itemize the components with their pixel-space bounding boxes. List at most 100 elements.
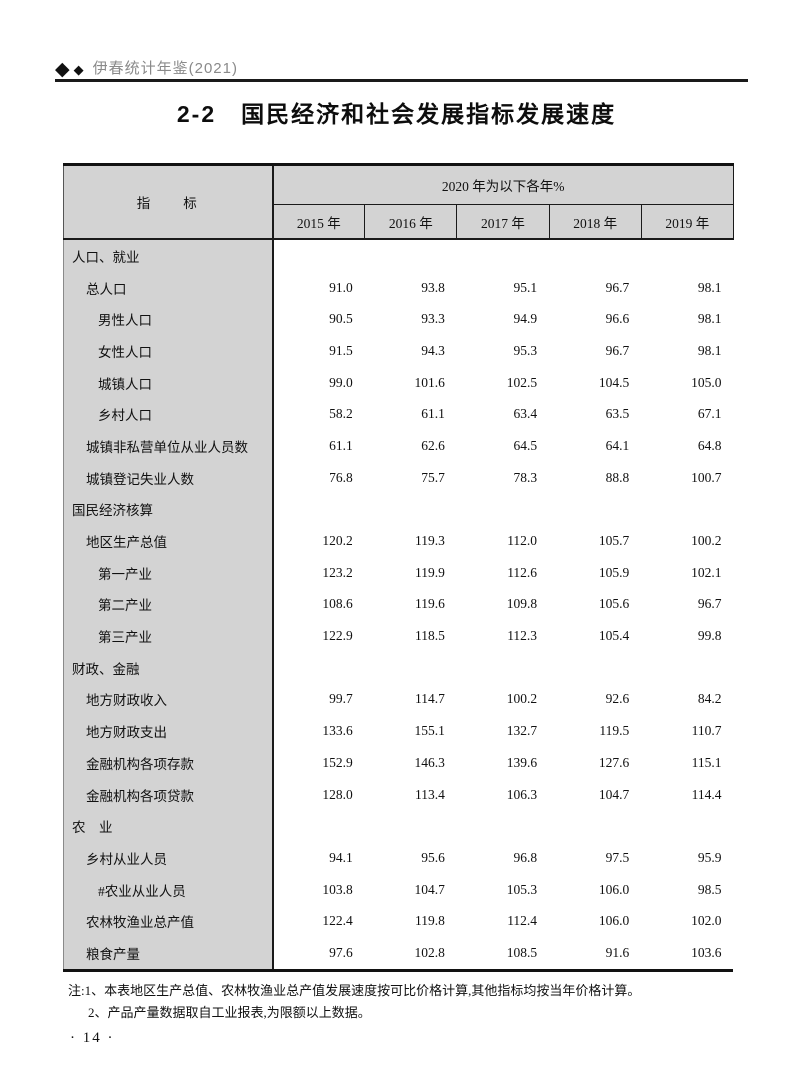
value-cell: 133.6 [322,723,353,739]
table-row: 城镇人口 99.0 101.6 102.5 104.5 105.0 [63,366,734,399]
table-row: 乡村人口 58.2 61.1 63.4 63.5 67.1 [63,398,734,431]
value-cell: 105.6 [598,596,630,612]
year-column-header: 2019 年 [640,204,734,240]
header-rule [55,79,748,82]
value-cell: 98.5 [697,881,722,897]
value-cell: 96.8 [513,849,538,865]
value-cell: 93.8 [421,279,445,295]
value-cell: 139.6 [506,754,538,770]
indicator-cell: 城镇人口 [63,366,274,399]
value-cell: 64.8 [697,437,722,453]
value-cell [641,494,733,526]
value-cell: 64.1 [605,437,630,453]
value-cell: 119.3 [415,533,445,549]
value-cell: 100.2 [691,533,722,549]
value-cell [641,652,733,684]
value-cell: 102.8 [414,944,445,960]
table-header-row-group: 指 标 2020 年为以下各年% [63,164,734,240]
value-cell: 58.2 [329,406,353,422]
value-cell: 102.0 [691,913,722,929]
table-header: 指 标 2020 年为以下各年% 2015 年 2016 年 2017 年 20… [63,164,734,240]
table-row: 农林牧渔业总产值 122.4 119.8 112.4 106.0 102.0 [63,905,734,938]
indicator-column-header: 指 标 [63,164,274,240]
value-cell: 106.0 [598,881,630,897]
value-cell: 100.2 [506,691,538,707]
value-cell: 108.5 [506,944,538,960]
value-cell: 92.6 [605,691,630,707]
value-cell: 112.6 [507,564,538,580]
value-cell: 96.7 [697,596,722,612]
value-cell: 122.4 [322,913,353,929]
table-row: 地方财政支出 133.6 155.1 132.7 119.5 110.7 [63,715,734,747]
value-cell: 102.1 [691,564,722,580]
value-cell: 94.9 [513,311,538,327]
value-cell: 104.5 [598,374,630,390]
value-cell: 95.9 [697,849,722,865]
table-row: 第三产业 122.9 118.5 112.3 105.4 99.8 [63,620,734,652]
value-cell: 120.2 [322,533,353,549]
value-cell: 91.5 [329,342,353,358]
table-row: 城镇登记失业人数 76.8 75.7 78.3 88.8 100.7 [63,461,734,494]
page-title: 2-2 国民经济和社会发展指标发展速度 [176,101,617,127]
indicator-cell: 城镇非私营单位从业人员数 [63,430,274,462]
table-row: 地方财政收入 99.7 114.7 100.2 92.6 84.2 [63,683,734,716]
year-column-header: 2017 年 [456,204,550,240]
table-row: 财政、金融 [63,651,734,684]
value-cell: 99.8 [697,628,722,644]
value-cell: 105.9 [598,564,630,580]
value-cell: 63.4 [513,406,538,422]
table-row: 第一产业 123.2 119.9 112.6 105.9 102.1 [63,556,734,589]
value-cell [549,494,641,526]
table-row: 农 业 [63,810,734,843]
value-cell: 127.6 [598,754,630,770]
value-cell: 128.0 [322,786,353,802]
value-cell: 91.6 [605,944,630,960]
value-cell: 96.7 [605,279,630,295]
indicator-cell: 地方财政支出 [63,715,274,747]
value-cell: 93.3 [421,311,445,327]
value-cell [273,652,365,684]
value-cell: 132.7 [506,723,538,739]
value-cell: 105.0 [691,374,722,390]
group-column-header: 2020 年为以下各年% [272,164,734,205]
value-cell: 100.7 [691,469,722,485]
value-cell [457,494,549,526]
table-row: 女性人口 91.5 94.3 95.3 96.7 98.1 [63,335,734,367]
value-cell: 78.3 [513,469,538,485]
value-cell: 96.6 [605,311,630,327]
value-cell: 103.6 [691,944,722,960]
value-cell: 97.6 [329,944,353,960]
indicator-cell: 地方财政收入 [63,683,274,716]
value-cell: 112.4 [507,913,538,929]
indicator-cell: 人口、就业 [63,239,274,272]
value-cell: 95.6 [421,849,445,865]
value-cell: 90.5 [329,311,353,327]
indicator-cell: 乡村人口 [63,398,274,431]
indicator-cell: 国民经济核算 [63,493,274,526]
value-cell: 96.7 [605,342,630,358]
value-cell: 76.8 [329,469,353,485]
value-cell: 99.7 [329,691,353,707]
value-cell [549,239,641,272]
value-cell: 112.0 [507,533,538,549]
value-cell: 67.1 [697,406,722,422]
indicator-cell: 财政、金融 [63,651,274,684]
value-cell: 119.5 [599,723,630,739]
indicator-cell: 男性人口 [63,303,274,336]
table-row: 地区生产总值 120.2 119.3 112.0 105.7 100.2 [63,525,734,557]
value-cell: 146.3 [414,754,445,770]
value-cell [641,810,733,842]
indicator-cell: 女性人口 [63,335,274,367]
value-cell: 119.6 [415,596,445,612]
indicator-cell: 第一产业 [63,556,274,589]
value-cell: 98.1 [697,342,722,358]
value-cell: 109.8 [506,596,538,612]
book-title: 伊春统计年鉴(2021) [92,60,238,77]
value-cell: 95.3 [513,342,538,358]
value-cell: 105.7 [598,533,630,549]
diamond-icon: ◆ [55,58,70,80]
table-row: #农业从业人员 103.8 104.7 105.3 106.0 98.5 [63,873,734,906]
indicator-cell: 总人口 [63,271,274,304]
year-column-header: 2016 年 [364,204,458,240]
